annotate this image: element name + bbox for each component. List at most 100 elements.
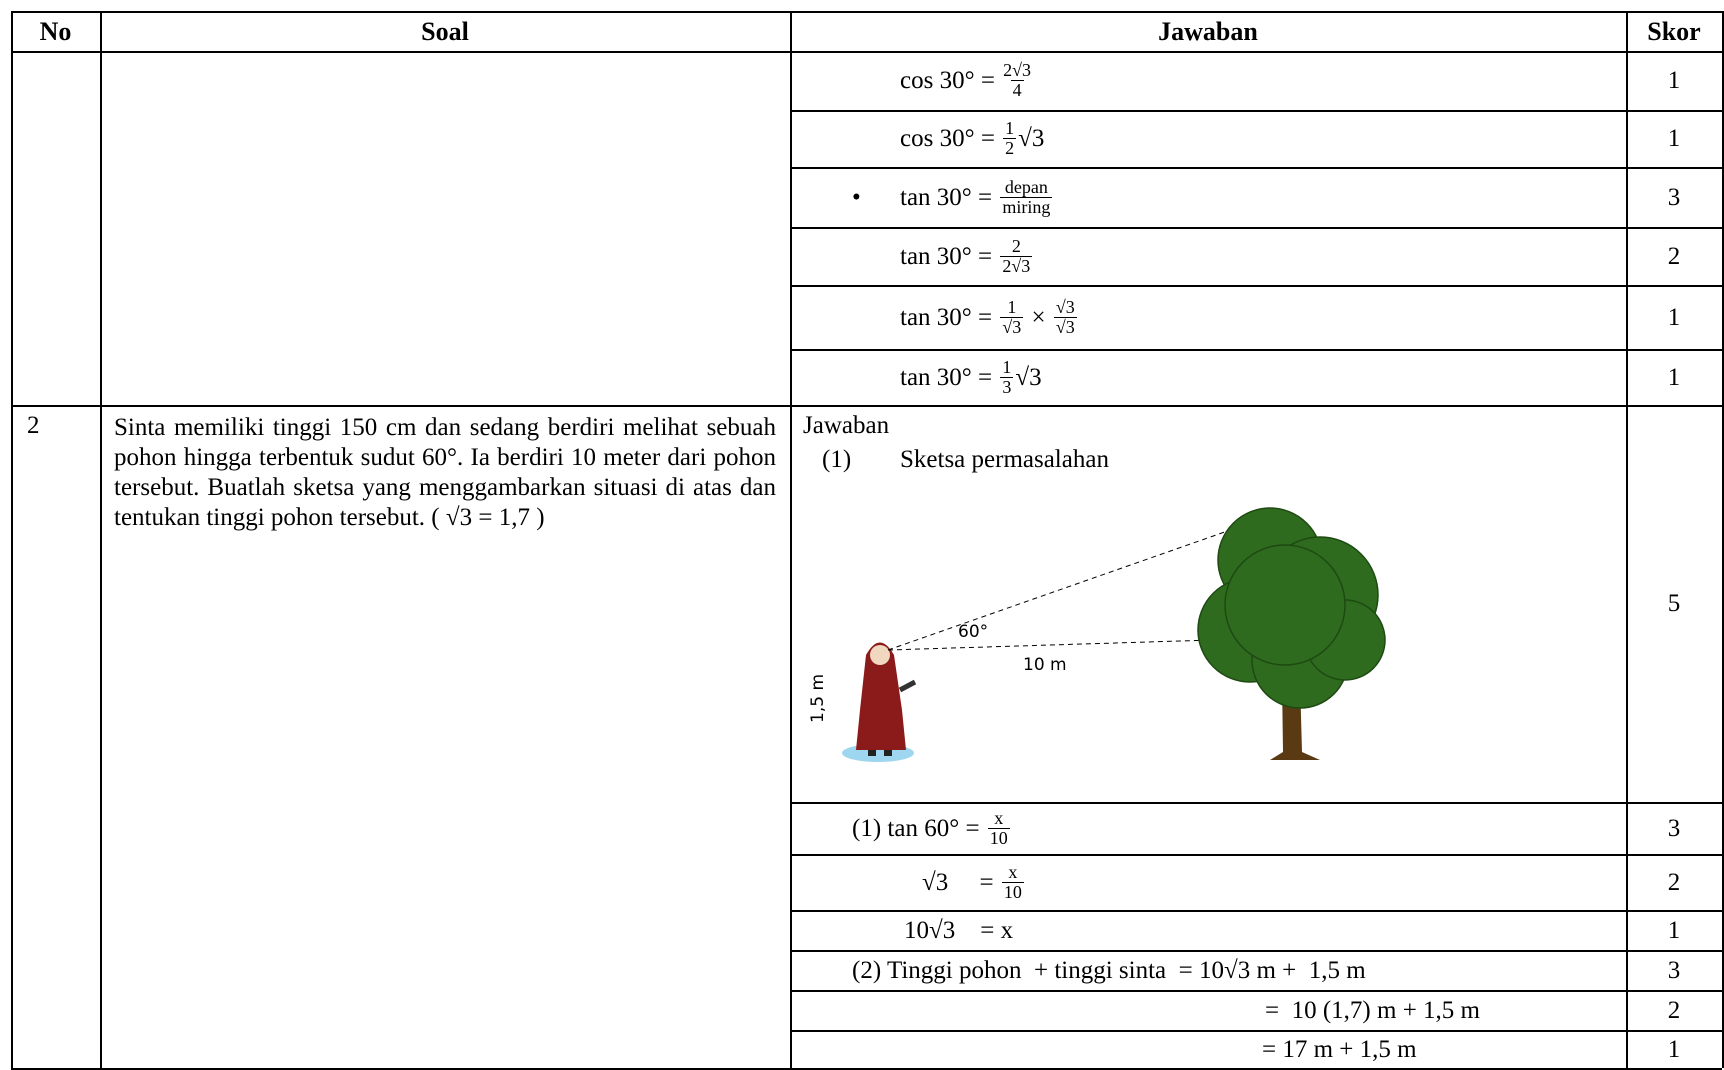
- column-border: [1626, 11, 1628, 1068]
- answer: (2) Tinggi pohon + tinggi sinta = 10√3 m…: [852, 950, 1366, 990]
- math-text: cos 30° =: [900, 67, 1002, 94]
- angle-label: 60°: [958, 622, 989, 642]
- answer: √3 = x 10: [922, 854, 1026, 910]
- header-cell: Soal: [421, 17, 469, 46]
- denominator: 2: [1003, 138, 1017, 158]
- header-cell: Jawaban: [1158, 17, 1258, 46]
- column-border: [1722, 11, 1724, 1068]
- math-text: tan 30° =: [900, 242, 999, 270]
- row-border: [11, 405, 1722, 407]
- denominator: 2√3: [1000, 255, 1033, 276]
- header-cell: Skor: [1647, 17, 1701, 46]
- person-body: [856, 642, 906, 750]
- row-border: [790, 167, 1722, 169]
- step-number: (1): [822, 446, 852, 473]
- answer: (1) tan 60° = x 10: [852, 802, 1012, 854]
- score: 1: [1667, 363, 1681, 391]
- row-border: [790, 1030, 1722, 1032]
- denominator: √3: [1053, 316, 1077, 337]
- answer: tan 30° = depan miring: [900, 167, 1054, 227]
- numerator: √3: [1055, 296, 1075, 317]
- fraction: x 10: [987, 807, 1010, 848]
- score: 1: [1667, 67, 1681, 94]
- math-text: = 17 m + 1,5 m: [1262, 1035, 1417, 1063]
- row-border: [790, 854, 1722, 856]
- sight-line: [887, 638, 1246, 651]
- answer: = 17 m + 1,5 m: [1262, 1030, 1417, 1068]
- row-border: [790, 285, 1722, 287]
- math-text: tan 30° =: [900, 363, 999, 391]
- math-text: √3 =: [922, 868, 1000, 896]
- row-border: [790, 990, 1722, 992]
- math-text: (2) Tinggi pohon + tinggi sinta = 10√3 m…: [852, 956, 1366, 984]
- denominator: miring: [1000, 196, 1053, 217]
- numerator: 1: [1002, 356, 1012, 377]
- numerator: 1: [1005, 118, 1015, 139]
- header-cell: No: [39, 17, 72, 46]
- row-border: [790, 802, 1722, 804]
- math-text: ×: [1025, 303, 1052, 331]
- row-border: [790, 227, 1722, 229]
- fraction: x 10: [1001, 861, 1024, 902]
- score: 1: [1667, 125, 1681, 152]
- numerator: depan: [1004, 176, 1048, 197]
- numerator: x: [994, 807, 1004, 828]
- row-border: [790, 910, 1722, 912]
- height-label: 1,5 m: [808, 674, 828, 723]
- answer: cos 30° = 2√3 4: [900, 51, 1033, 110]
- numerator: 2: [1011, 235, 1021, 256]
- row-border: [790, 950, 1722, 952]
- column-border: [790, 11, 792, 1068]
- row-number: 2: [27, 412, 40, 439]
- answer: cos 30° = 1 2 √3: [900, 110, 1044, 167]
- score: 1: [1667, 916, 1681, 944]
- score: 3: [1667, 956, 1681, 984]
- math-text: 10√3 = x: [904, 916, 1014, 944]
- person-face: [870, 645, 890, 665]
- row-border: [11, 11, 1722, 13]
- numerator: x: [1008, 861, 1018, 882]
- fraction: 2√3 4: [1003, 61, 1031, 100]
- math-text: cos 30° =: [900, 125, 1002, 152]
- numerator: 1: [1007, 296, 1017, 317]
- fraction: 2 2√3: [1000, 235, 1033, 276]
- score: 3: [1667, 814, 1681, 842]
- math-text: = 10 (1,7) m + 1,5 m: [1265, 996, 1480, 1024]
- distance-label: 10 m: [1023, 655, 1067, 675]
- denominator: 3: [1000, 376, 1014, 397]
- person-arm: [898, 679, 917, 693]
- score: 5: [1667, 590, 1681, 617]
- bullet: •: [852, 183, 861, 211]
- denominator: 4: [1010, 80, 1024, 100]
- denominator: √3: [1000, 316, 1024, 337]
- score: 2: [1667, 868, 1681, 896]
- score: 2: [1667, 242, 1681, 270]
- math-text: (1) tan 60° =: [852, 814, 986, 842]
- tree-crown: [1197, 507, 1386, 709]
- denominator: 10: [987, 827, 1010, 848]
- math-text: tan 30° =: [900, 303, 999, 331]
- column-border: [11, 11, 13, 1068]
- question-text: Sinta memiliki tinggi 150 cm dan sedang …: [114, 414, 776, 531]
- math-text: √3: [1015, 363, 1042, 391]
- fraction: √3 √3: [1053, 296, 1077, 337]
- column-border: [100, 11, 102, 1068]
- fraction: depan miring: [1000, 176, 1053, 217]
- fraction: 1 √3: [1000, 296, 1024, 337]
- score: 2: [1667, 996, 1681, 1024]
- foot: [884, 750, 892, 756]
- answer: tan 30° = 1 3 √3: [900, 349, 1042, 405]
- row-border: [11, 51, 1722, 53]
- math-text: √3: [1018, 125, 1045, 152]
- sight-line: [887, 513, 1277, 651]
- answer: 10√3 = x: [904, 910, 1013, 950]
- row-border: [790, 349, 1722, 351]
- score: 1: [1667, 1035, 1681, 1063]
- answer: tan 30° = 1 √3 × √3 √3: [900, 285, 1079, 349]
- score: 3: [1667, 183, 1681, 211]
- answer: tan 30° = 2 2√3: [900, 227, 1034, 285]
